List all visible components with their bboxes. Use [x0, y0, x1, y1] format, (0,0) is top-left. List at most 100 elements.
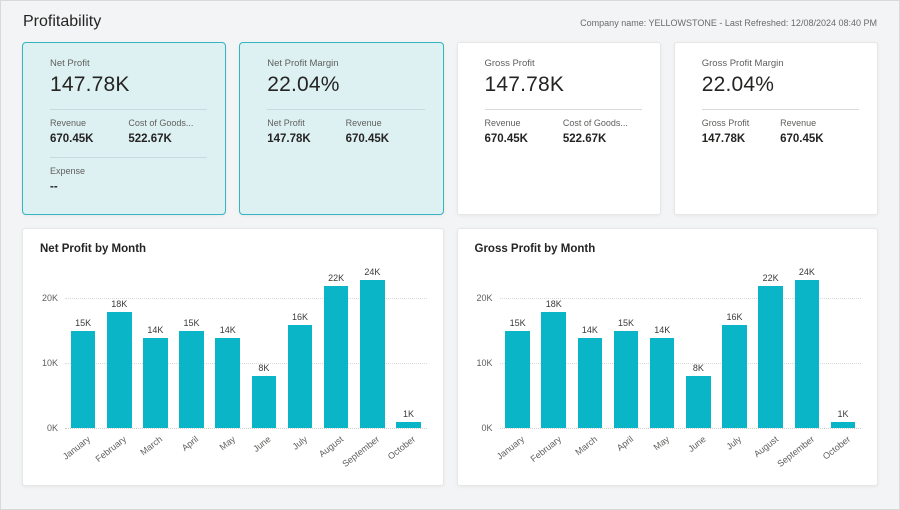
y-axis: 0K 10K 20K	[470, 267, 500, 433]
x-axis-slot: March	[572, 429, 608, 479]
bar-rect[interactable]	[360, 280, 385, 428]
gridline	[499, 298, 861, 300]
bar-value-label: 1K	[402, 408, 414, 419]
bar-rect[interactable]	[758, 286, 783, 428]
x-axis-slot: July	[282, 429, 318, 479]
kpi-label: Gross Profit	[484, 58, 535, 69]
bar-value-label: 1K	[837, 408, 849, 419]
divider	[50, 157, 208, 158]
bar-rect[interactable]	[179, 331, 204, 428]
gridline	[65, 362, 427, 364]
kpi-details: Revenue 670.45K Cost of Goods... 522.67K	[50, 118, 213, 145]
bar-july[interactable]: 16K	[716, 267, 752, 428]
bar-may[interactable]: 14K	[644, 267, 680, 428]
bar-rect[interactable]	[70, 331, 96, 428]
x-axis-label: August	[316, 434, 346, 460]
bar-february[interactable]: 18K	[536, 267, 572, 428]
kpi-details: Gross Profit 147.78K Revenue 670.45K	[702, 118, 865, 145]
chart-title: Net Profit by Month	[40, 243, 147, 255]
x-axis-label: May	[651, 434, 672, 453]
plot-area: 15K 18K 14K 15K 14K 8K 16K 22K 24K 1K	[499, 267, 861, 429]
bar-february[interactable]: 18K	[101, 267, 137, 428]
bar-rect[interactable]	[577, 337, 603, 428]
header: Profitability Company name: YELLOWSTONE …	[1, 1, 899, 31]
bar-rect[interactable]	[686, 376, 711, 428]
bar-may[interactable]: 14K	[210, 267, 246, 428]
bar-value-label: 15K	[75, 318, 92, 329]
detail-value: 670.45K	[345, 133, 390, 145]
charts-row: Net Profit by Month 0K 10K 20K 15K 18K 14K 15…	[22, 228, 878, 486]
refresh-info: Company name: YELLOWSTONE - Last Refresh…	[580, 18, 877, 28]
x-axis-slot: June	[246, 429, 282, 479]
detail-item: Revenue 670.45K	[780, 118, 865, 145]
bar-rect[interactable]	[143, 337, 168, 428]
y-tick-label: 10K	[476, 358, 493, 369]
bar-october[interactable]: 1K	[390, 267, 426, 428]
detail-label: Cost of Goods...	[562, 118, 628, 128]
kpi-card-gross-profit[interactable]: Gross Profit 147.78K Revenue 670.45K Cos…	[456, 42, 661, 215]
bar-september[interactable]: 24K	[789, 267, 825, 428]
bar-value-label: 15K	[509, 318, 526, 329]
chart-title: Gross Profit by Month	[474, 243, 596, 255]
bar-june[interactable]: 8K	[246, 267, 282, 428]
bar-september[interactable]: 24K	[354, 267, 390, 428]
x-axis-slot: April	[173, 429, 209, 479]
y-tick-label: 0K	[46, 423, 58, 433]
bar-value-label: 8K	[692, 363, 704, 374]
kpi-card-net-profit-margin[interactable]: Net Profit Margin 22.04% Net Profit 147.…	[239, 42, 444, 215]
detail-value: 670.45K	[780, 133, 824, 145]
y-tick-label: 20K	[476, 293, 493, 304]
bar-july[interactable]: 16K	[282, 267, 318, 428]
detail-value: 522.67K	[128, 133, 172, 145]
detail-item: Revenue 670.45K	[346, 118, 431, 145]
detail-value: 147.78K	[701, 133, 746, 145]
kpi-label: Net Profit Margin	[267, 58, 339, 69]
bar-rect[interactable]	[396, 421, 421, 428]
bar-august[interactable]: 22K	[318, 267, 354, 428]
bar-rect[interactable]	[505, 331, 530, 428]
detail-label: Net Profit	[267, 118, 305, 128]
kpi-details-extra: Expense --	[50, 166, 213, 193]
bar-rect[interactable]	[830, 421, 856, 428]
x-axis-label: March	[138, 434, 165, 458]
detail-label: Revenue	[484, 118, 521, 128]
bar-march[interactable]: 14K	[137, 267, 173, 428]
bar-rect[interactable]	[323, 286, 349, 428]
bar-rect[interactable]	[251, 376, 277, 428]
bar-value-label: 16K	[726, 311, 743, 322]
bar-rect[interactable]	[794, 280, 820, 428]
chart-net-profit-by-month: Net Profit by Month 0K 10K 20K 15K 18K 14K 15…	[22, 228, 444, 486]
page-title: Profitability	[23, 13, 102, 30]
bar-value-label: 24K	[798, 267, 815, 277]
kpi-card-net-profit[interactable]: Net Profit 147.78K Revenue 670.45K Cost …	[22, 42, 227, 215]
x-axis-label: January	[60, 434, 93, 462]
bar-rect[interactable]	[215, 337, 240, 428]
bar-rect[interactable]	[613, 331, 639, 428]
x-axis-slot: May	[644, 429, 680, 479]
bar-october[interactable]: 1K	[825, 267, 861, 428]
x-axis-slot: February	[94, 429, 137, 479]
y-tick-label: 20K	[41, 293, 58, 304]
bar-value-label: 14K	[581, 324, 598, 335]
detail-item: Revenue 670.45K	[485, 118, 563, 145]
bar-rect[interactable]	[541, 312, 567, 428]
bar-april[interactable]: 15K	[608, 267, 644, 428]
bar-rect[interactable]	[722, 324, 747, 428]
bar-august[interactable]: 22K	[753, 267, 789, 428]
detail-value: 147.78K	[267, 133, 311, 145]
bar-rect[interactable]	[649, 337, 675, 428]
detail-item: Gross Profit 147.78K	[702, 118, 780, 145]
kpi-card-gross-profit-margin[interactable]: Gross Profit Margin 22.04% Gross Profit …	[673, 42, 878, 215]
bar-march[interactable]: 14K	[572, 267, 608, 428]
chart-area: 0K 10K 20K 15K 18K 14K 15K 14K 8K 16K 22K 24K 1K Ja…	[470, 267, 861, 479]
bar-june[interactable]: 8K	[680, 267, 716, 428]
bar-january[interactable]: 15K	[500, 267, 536, 428]
bar-rect[interactable]	[287, 324, 313, 428]
bar-value-label: 22K	[328, 273, 345, 284]
bar-april[interactable]: 15K	[173, 267, 209, 428]
bar-january[interactable]: 15K	[65, 267, 101, 428]
gridline	[65, 298, 427, 300]
x-axis-label: June	[251, 434, 273, 454]
bar-rect[interactable]	[106, 312, 132, 428]
x-axis-label: April	[614, 434, 636, 453]
